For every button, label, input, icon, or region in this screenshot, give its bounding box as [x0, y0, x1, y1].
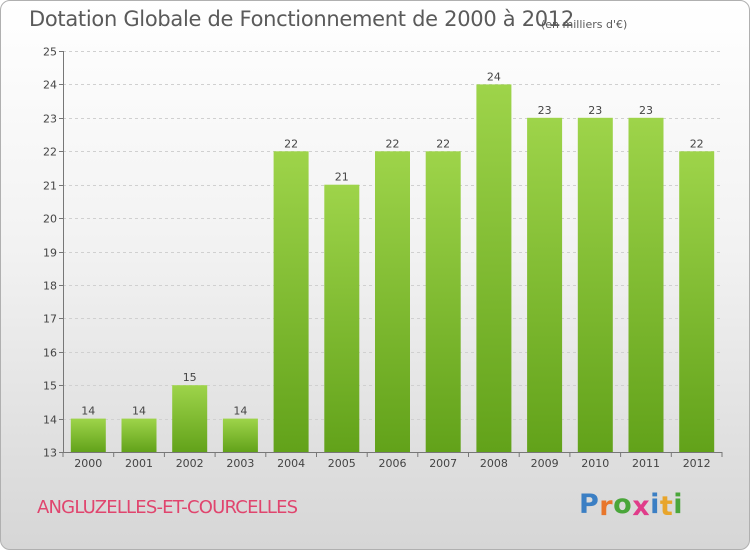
chart-title: Dotation Globale de Fonctionnement de 20… — [29, 7, 574, 31]
x-tick-label: 2006 — [379, 457, 407, 470]
y-tick-label: 19 — [43, 247, 57, 260]
value-label: 23 — [588, 104, 602, 117]
bar-2009 — [527, 117, 563, 453]
logo-letter: x — [632, 491, 651, 522]
value-label: 24 — [487, 70, 501, 83]
x-tick-label: 2002 — [176, 457, 204, 470]
value-label: 14 — [233, 405, 247, 418]
y-tick-label: 18 — [43, 280, 57, 293]
chart-subtitle: (en milliers d'€) — [541, 18, 628, 31]
x-tick-label: 2011 — [632, 457, 660, 470]
logo-letter: i — [673, 489, 684, 520]
x-tick-label: 2004 — [277, 457, 305, 470]
x-tick-label: 2008 — [480, 457, 508, 470]
bar-2005 — [324, 184, 360, 452]
x-tick-label: 2010 — [581, 457, 609, 470]
value-label: 14 — [81, 405, 95, 418]
value-label: 23 — [639, 104, 653, 117]
y-tick-label: 16 — [43, 347, 57, 360]
x-tick-label: 2005 — [328, 457, 356, 470]
y-tick-label: 20 — [43, 213, 57, 226]
y-tick-label: 21 — [43, 180, 57, 193]
logo-letter: P — [579, 489, 600, 520]
value-label: 21 — [335, 171, 349, 184]
logo-letter: t — [659, 491, 674, 522]
value-label: 22 — [690, 137, 704, 150]
y-tick-label: 25 — [43, 46, 57, 59]
y-tick-label: 24 — [43, 79, 57, 92]
x-tick-label: 2009 — [531, 457, 559, 470]
bar-2011 — [628, 117, 664, 453]
x-tick-label: 2007 — [429, 457, 457, 470]
labels: 13 14 15 16 17 18 19 20 21 22 23 24 25 14 2000 14 2001 15… — [43, 46, 711, 471]
bar-2004 — [273, 151, 309, 453]
value-label: 22 — [386, 137, 400, 150]
y-tick-label: 14 — [43, 414, 57, 427]
logo-letter: r — [599, 491, 614, 522]
y-tick-label: 15 — [43, 380, 57, 393]
x-tick-label: 2003 — [226, 457, 254, 470]
logo-letter: i — [650, 489, 660, 520]
y-tick-label: 23 — [43, 113, 57, 126]
value-label: 14 — [132, 405, 146, 418]
proxiti-logo[interactable]: Proxiti — [579, 489, 684, 522]
bar-2003 — [222, 418, 258, 452]
axes — [59, 51, 723, 457]
y-tick-label: 22 — [43, 146, 57, 159]
value-label: 15 — [183, 371, 197, 384]
value-label: 23 — [538, 104, 552, 117]
x-tick-label: 2012 — [683, 457, 711, 470]
bar-2002 — [172, 385, 208, 452]
bar-2012 — [679, 151, 715, 453]
bar-2001 — [121, 418, 157, 452]
x-tick-label: 2001 — [125, 457, 153, 470]
y-tick-label: 17 — [43, 313, 57, 326]
bar-2006 — [375, 151, 410, 453]
bar-2007 — [425, 151, 461, 453]
y-tick-label: 13 — [43, 447, 57, 460]
bar-2008 — [476, 84, 512, 453]
bars — [70, 84, 715, 453]
commune-name: ANGLUZELLES-ET-COURCELLES — [37, 497, 298, 518]
value-label: 22 — [284, 137, 298, 150]
x-tick-label: 2000 — [74, 457, 102, 470]
bar-2010 — [577, 117, 613, 453]
logo-letter: o — [613, 489, 633, 520]
bar-2000 — [70, 418, 106, 452]
value-label: 22 — [436, 137, 450, 150]
